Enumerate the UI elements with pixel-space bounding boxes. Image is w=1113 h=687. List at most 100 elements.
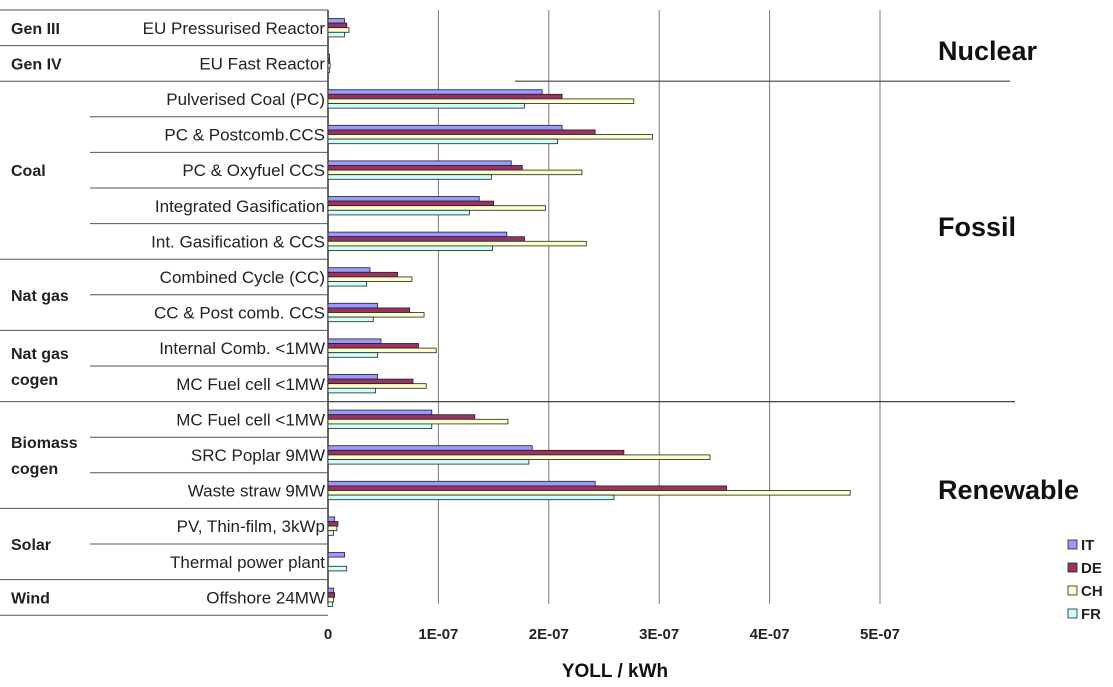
category-label: Thermal power plant (170, 553, 325, 572)
category-label: Integrated Gasification (155, 197, 325, 216)
bar-de (327, 22, 348, 29)
bar-fr (327, 423, 433, 429)
category-label: MC Fuel cell <1MW (176, 410, 325, 429)
bar-it (327, 480, 596, 487)
bar-fr (327, 316, 374, 323)
x-tick-label: 2E-07 (529, 626, 569, 643)
x-tick-label: 1E-07 (418, 626, 458, 643)
category-label: EU Fast Reactor (199, 54, 325, 73)
legend-label: CH (1081, 583, 1103, 600)
legend-swatch (1067, 562, 1078, 573)
bar-it (327, 160, 512, 166)
bar-de (327, 200, 495, 207)
legend-label: DE (1081, 560, 1102, 577)
legend-swatch (1067, 539, 1078, 550)
legend-swatch (1067, 585, 1078, 596)
group-label: Nat gas (11, 288, 69, 305)
category-label: Internal Comb. <1MW (159, 339, 325, 358)
group-label-line: Gen IV (11, 56, 62, 73)
category-label: SRC Poplar 9MW (191, 446, 325, 465)
bar-fr (327, 530, 334, 536)
category-label: PV, Thin-film, 3kWp (177, 517, 325, 536)
bar-it (327, 374, 379, 380)
bar-de (327, 449, 625, 456)
bar-it (327, 445, 533, 451)
bar-it (327, 552, 345, 558)
bar-de (327, 485, 727, 491)
category-label: Int. Gasification & CCS (151, 232, 325, 251)
group-label-line: cogen (11, 372, 58, 389)
bar-ch (327, 62, 331, 69)
bar-de (327, 592, 336, 598)
bar-it (327, 516, 336, 522)
bar-ch (327, 276, 413, 282)
group-label: Biomass cogen (11, 435, 78, 478)
x-axis-title: YOLL / kWh (562, 661, 668, 682)
category-label: PC & Oxyfuel CCS (182, 161, 325, 180)
group-label-line: Wind (11, 590, 50, 607)
category-label: CC & Post comb. CCS (154, 304, 325, 323)
bar-it (327, 267, 371, 273)
group-label-line: Nat gas (11, 288, 69, 305)
bar-de (327, 521, 339, 527)
x-tick-label: 4E-07 (750, 626, 790, 643)
bar-fr (327, 494, 615, 501)
bar-ch (327, 134, 653, 140)
category-label: Waste straw 9MW (188, 482, 325, 501)
bar-it (327, 587, 334, 594)
bar-fr (327, 387, 376, 394)
bar-fr (327, 103, 525, 109)
bar-ch (327, 240, 587, 247)
category-label: EU Pressurised Reactor (143, 19, 326, 38)
bar-it (327, 338, 382, 344)
bar-de (327, 58, 331, 64)
bar-fr (327, 245, 493, 251)
group-label-line: Gen III (11, 21, 60, 38)
group-label: Coal (11, 163, 46, 180)
bar-ch (327, 347, 437, 354)
bar-fr (327, 601, 333, 607)
bar-fr (327, 31, 345, 38)
bar-de (327, 343, 419, 349)
bar-de (327, 129, 596, 135)
bar-it (327, 124, 563, 131)
section-annotation: Nuclear (938, 36, 1038, 66)
group-label-line: Solar (11, 537, 51, 554)
bar-fr (327, 174, 492, 180)
group-label: Wind (11, 590, 50, 607)
group-label-line: Biomass (11, 435, 78, 452)
bar-de (327, 414, 476, 420)
group-label: Solar (11, 537, 51, 554)
category-label: Offshore 24MW (206, 588, 325, 607)
bar-it (327, 89, 543, 95)
bar-it (327, 409, 433, 416)
bar-it (327, 196, 480, 202)
bar-ch (327, 596, 334, 603)
x-tick-label: 0 (324, 626, 332, 643)
bar-fr (327, 565, 348, 572)
bar-it (327, 18, 345, 24)
bar-ch (327, 98, 635, 104)
bar-de (327, 271, 398, 278)
bar-it (327, 53, 330, 60)
bar-ch (327, 383, 427, 389)
bar-fr (327, 67, 330, 73)
bar-fr (327, 352, 379, 358)
bar-it (327, 302, 379, 309)
category-label: Pulverised Coal (PC) (166, 90, 325, 109)
section-annotation: Renewable (938, 475, 1079, 505)
bar-de (327, 378, 414, 385)
legend-swatch (1067, 608, 1078, 619)
bar-fr (327, 281, 368, 287)
bar-de (327, 93, 563, 100)
bar-de (327, 236, 525, 242)
x-tick-label: 5E-07 (860, 626, 900, 643)
bar-it (327, 231, 508, 238)
bar-de (327, 307, 411, 313)
group-label-line: Coal (11, 163, 46, 180)
bar-ch (327, 454, 711, 460)
bar-ch (327, 312, 425, 318)
group-label: Gen III (11, 21, 60, 38)
